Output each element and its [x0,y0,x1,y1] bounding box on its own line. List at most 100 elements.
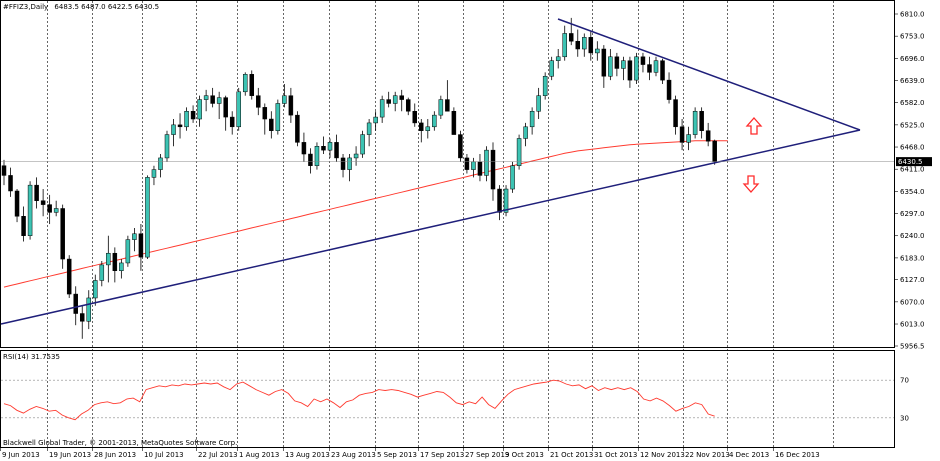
price-axis: 6810.0 6753.0 6696.0 6639.0 6582.0 6525.0 6468… [894,11,925,422]
candle-body-bull [203,95,209,100]
candle [158,154,163,178]
candle-body-bull [275,103,281,131]
candle-body-bear [464,157,470,170]
price-tick-label: 6127.0 [900,276,925,284]
candle [171,119,176,147]
candle [8,167,13,197]
candle [256,87,261,116]
candle [601,45,607,88]
price-tick-label: 6240.0 [900,232,925,240]
candle [575,29,581,57]
candle [1,159,7,186]
candle [490,142,496,201]
candle-body-bear [497,188,502,213]
candle-body-bull [184,110,189,128]
candle [419,119,424,143]
candle [627,56,633,88]
candle [503,185,509,217]
candle [236,87,241,131]
candle [705,122,711,147]
candle [366,119,372,147]
candle-body-bull [425,126,431,131]
candle-body-bear [21,216,26,236]
candle [451,107,457,135]
price-panel-frame [0,0,895,348]
candle-body-bull [27,184,33,236]
time-tick-label: 9 Oct 2013 [505,451,544,459]
candle-body-bear [712,140,717,162]
rsi-layer [3,379,715,421]
candle-body-bull [516,138,522,166]
candle-body-bull [692,110,698,135]
candle-body-bull [86,297,92,322]
candle-body-bull [484,149,489,176]
price-tick-label: 6582.0 [900,99,925,107]
candle [458,130,463,162]
candle-body-bull [125,239,131,264]
candle-body-bull [373,116,378,124]
candle [86,290,92,330]
candle [595,41,600,61]
candle [497,185,502,221]
candle-body-bull [119,262,124,271]
time-tick-label: 13 Aug 2013 [285,451,330,459]
candle-body-bear [40,200,46,205]
candle [555,49,561,69]
candle-body-bull [347,157,352,170]
candle-body-bull [523,126,528,139]
candle [405,97,411,116]
candle-body-bear [334,142,339,159]
candle [353,146,359,166]
candle [314,142,320,170]
candle [197,95,202,127]
price-tick-label: 6753.0 [900,33,925,41]
arrow-down-outline-icon [742,175,760,193]
candle [673,95,678,135]
candle-body-bear [190,110,196,120]
candle [60,204,65,269]
candle-body-bull [145,177,150,258]
candle [119,259,124,279]
candle [184,107,189,131]
candle-body-bear [699,110,704,131]
candle-body-bull [164,134,170,159]
candle-body-bear [34,184,39,201]
candle [379,95,385,123]
candle-body-bull [595,48,600,54]
current-price-label: 6430.5 [898,158,923,166]
candle [21,206,26,242]
trendlines-layer [0,18,861,325]
candle-body-bull [151,169,157,178]
candle [190,105,196,123]
candle-body-bull [536,95,541,112]
rsi-indicator-label: RSI(14) 31.7535 [3,353,60,361]
candle [582,33,587,57]
candle [53,200,59,217]
candle [653,56,659,77]
candle-body-bear [66,258,72,295]
candle-body-bull [529,110,535,128]
candle-body-bear [210,95,215,104]
candle [340,154,346,178]
candle-body-bear [405,99,411,112]
candle-body-bear [301,142,307,155]
candle-body-bull [53,208,59,213]
candle-body-bull [562,33,567,58]
price-tick-label: 5956.5 [900,343,925,351]
candle-body-bear [177,124,183,128]
current-price-marker [896,157,932,167]
candle-body-bear [660,60,665,81]
symbol-label: #FFIZ3,Daily [3,3,48,11]
candle [282,84,287,108]
candle-body-bull [93,280,98,299]
copyright-label: Blackwell Global Trader, © 2001-2013, Me… [3,439,237,447]
candle-body-bull [236,91,241,128]
candle-body-bear [451,110,457,135]
time-tick-label: 22 Nov 2013 [685,451,730,459]
candle [47,194,52,225]
candle-body-bear [79,313,85,322]
candle [568,17,574,46]
candle-body-bull [171,124,176,135]
price-tick-label: 6297.0 [900,210,925,218]
candle-body-bull [503,188,509,213]
